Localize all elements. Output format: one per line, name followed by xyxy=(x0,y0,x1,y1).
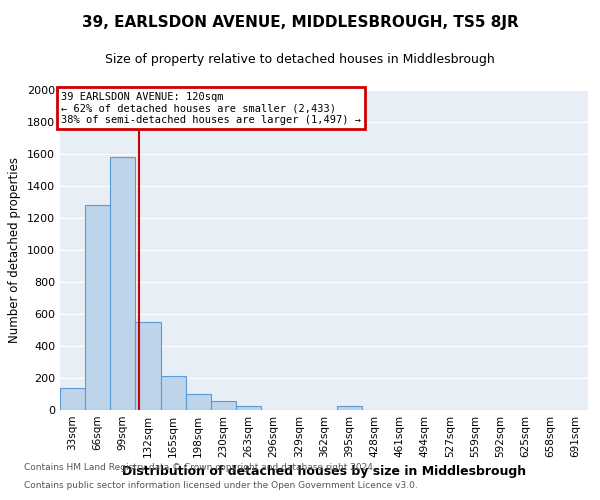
Text: Size of property relative to detached houses in Middlesbrough: Size of property relative to detached ho… xyxy=(105,52,495,66)
Bar xyxy=(211,401,236,410)
X-axis label: Distribution of detached houses by size in Middlesbrough: Distribution of detached houses by size … xyxy=(122,466,526,478)
Text: 39, EARLSDON AVENUE, MIDDLESBROUGH, TS5 8JR: 39, EARLSDON AVENUE, MIDDLESBROUGH, TS5 … xyxy=(82,15,518,30)
Bar xyxy=(236,406,261,410)
Bar xyxy=(60,388,85,410)
Text: Contains public sector information licensed under the Open Government Licence v3: Contains public sector information licen… xyxy=(24,481,418,490)
Bar xyxy=(337,406,362,410)
Bar xyxy=(161,376,186,410)
Bar xyxy=(110,157,136,410)
Text: Contains HM Land Registry data © Crown copyright and database right 2024.: Contains HM Land Registry data © Crown c… xyxy=(24,464,376,472)
Bar xyxy=(186,394,211,410)
Text: 39 EARLSDON AVENUE: 120sqm
← 62% of detached houses are smaller (2,433)
38% of s: 39 EARLSDON AVENUE: 120sqm ← 62% of deta… xyxy=(61,92,361,125)
Bar xyxy=(136,322,161,410)
Bar xyxy=(85,205,110,410)
Y-axis label: Number of detached properties: Number of detached properties xyxy=(8,157,22,343)
